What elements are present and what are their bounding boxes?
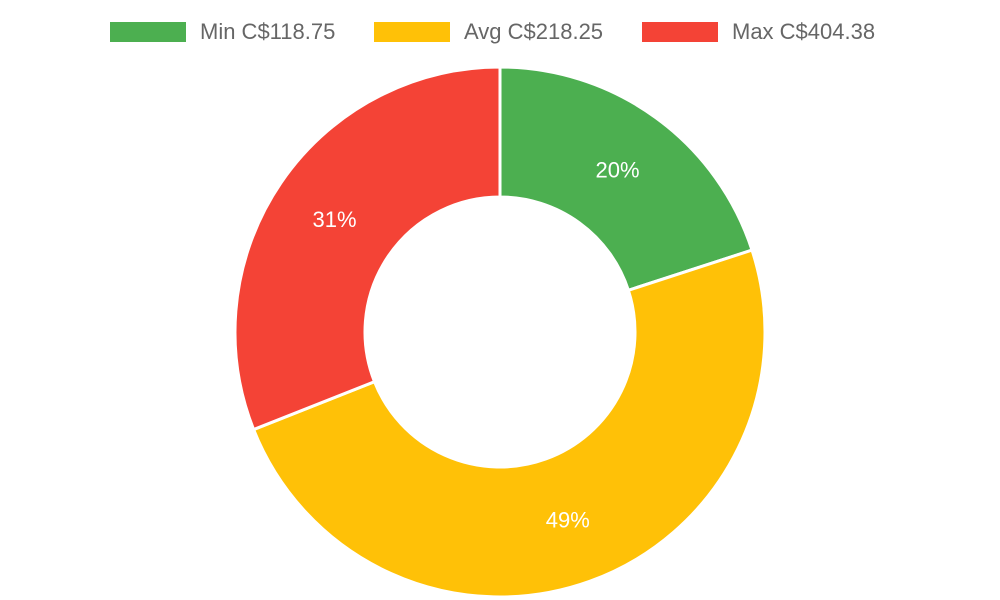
legend-swatch-max — [642, 22, 718, 42]
legend-label-min: Min C$118.75 — [200, 19, 336, 44]
chart-legend: Min C$118.75 Avg C$218.25 Max C$404.38 — [0, 18, 1000, 46]
legend-item-avg[interactable]: Avg C$218.25 — [374, 18, 603, 46]
slice-min[interactable] — [498, 65, 754, 293]
legend-swatch-avg — [374, 22, 450, 42]
slice-label-max: 31% — [313, 207, 357, 232]
slice-avg[interactable] — [251, 248, 767, 599]
slice-label-min: 20% — [596, 158, 640, 183]
slice-label-avg: 49% — [546, 508, 590, 533]
legend-swatch-min — [110, 22, 186, 42]
legend-label-max: Max C$404.38 — [732, 19, 876, 44]
slice-max[interactable] — [233, 65, 502, 432]
legend-item-max[interactable]: Max C$404.38 — [642, 18, 875, 46]
legend-label-avg: Avg C$218.25 — [464, 19, 604, 44]
legend-item-min[interactable]: Min C$118.75 — [110, 18, 335, 46]
